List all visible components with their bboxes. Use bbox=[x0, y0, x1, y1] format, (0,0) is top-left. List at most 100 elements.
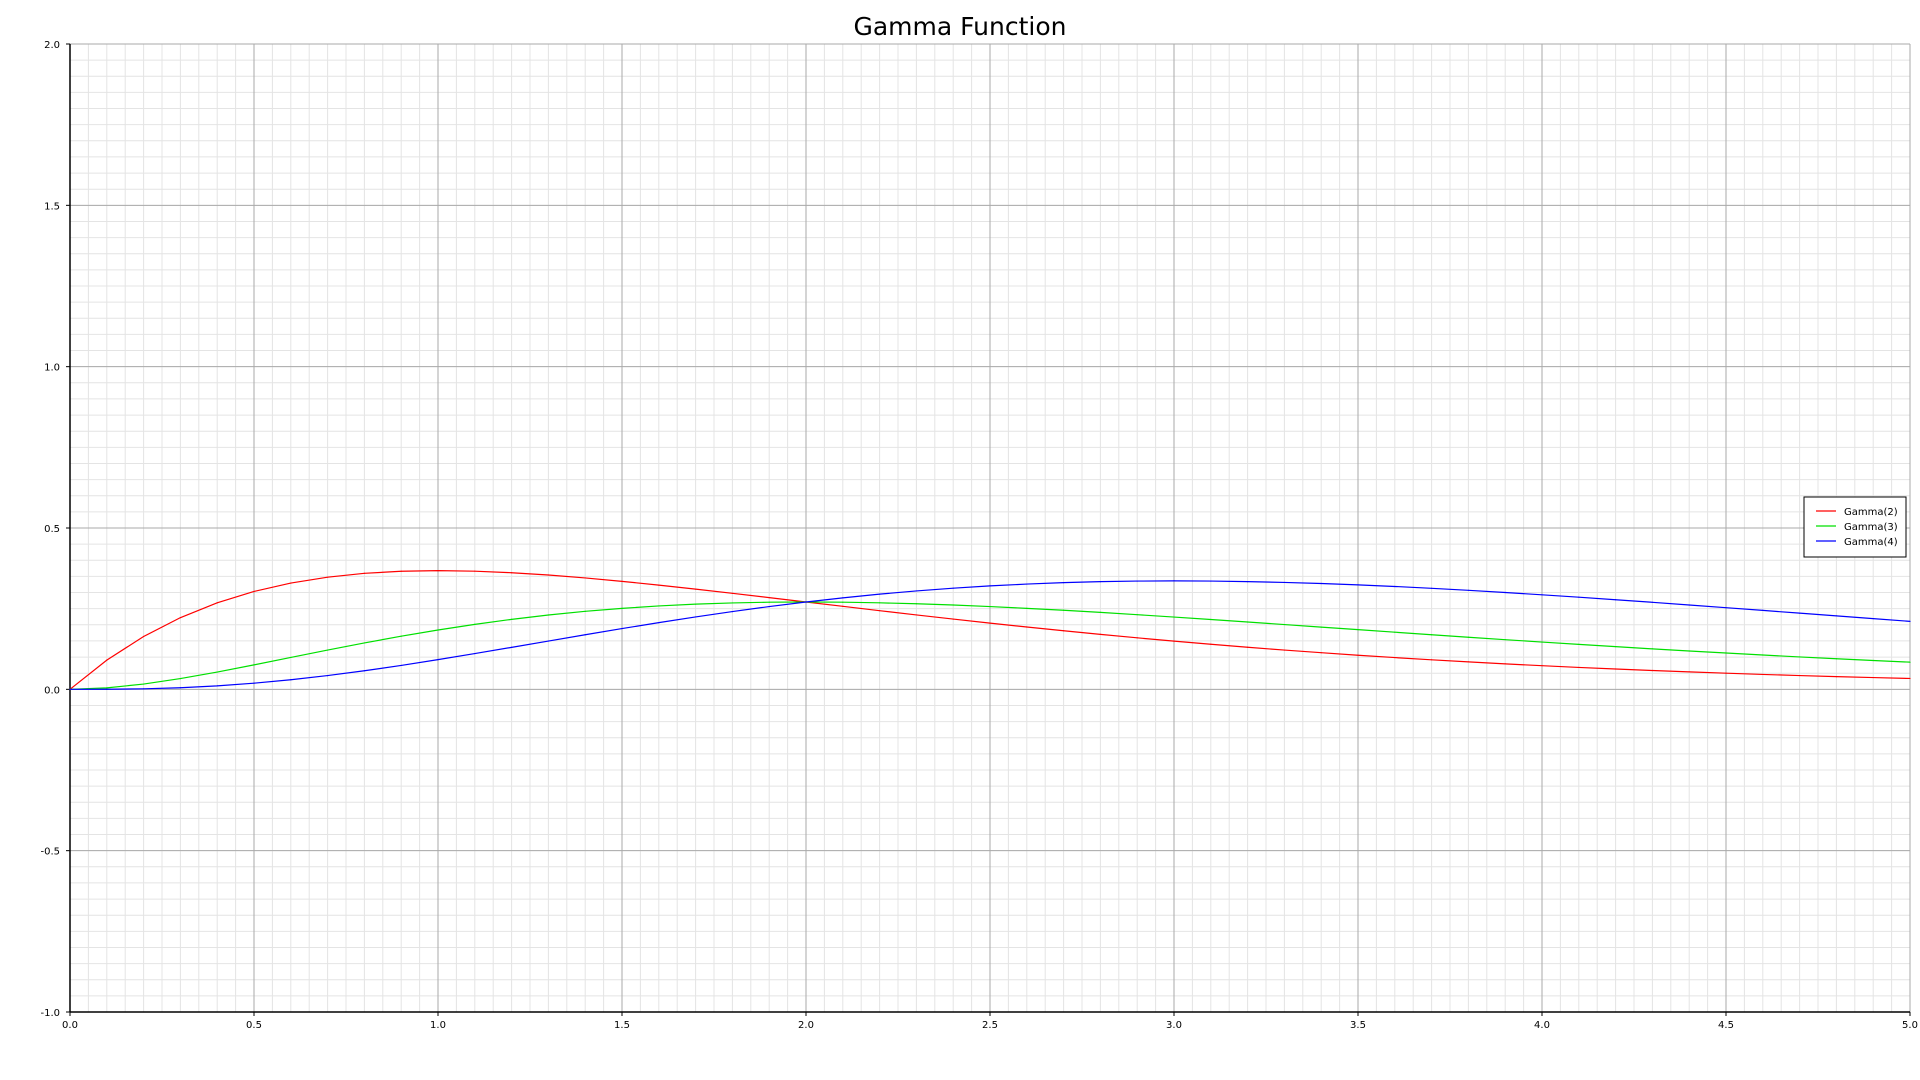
series-3-point bbox=[1651, 601, 1653, 603]
series-3-point bbox=[69, 688, 71, 690]
series-2-point bbox=[1578, 643, 1580, 645]
series-3-point bbox=[1026, 583, 1028, 585]
x-tick-labels: 0.0 0.5 1.0 1.5 2.0 2.5 3.0 3.5 4.0 4.5 5.0 bbox=[62, 1012, 1918, 1031]
series-2-point bbox=[474, 623, 476, 625]
series-3-point bbox=[695, 616, 697, 618]
series-1-point bbox=[1357, 654, 1359, 656]
x-tick-label: 2.0 bbox=[798, 1020, 814, 1031]
series-1-point bbox=[1394, 656, 1396, 659]
series-1-point bbox=[1688, 671, 1690, 673]
series-3-point bbox=[1357, 584, 1359, 586]
series-2-point bbox=[584, 610, 586, 612]
series-2-point bbox=[216, 671, 218, 673]
series-2-point bbox=[143, 683, 145, 685]
series-3-point bbox=[1688, 604, 1690, 606]
series-3-point bbox=[1283, 581, 1285, 584]
series-2-point bbox=[879, 602, 881, 604]
series-3-point bbox=[511, 646, 513, 648]
series-1-point bbox=[1431, 659, 1433, 661]
series-1-point bbox=[474, 570, 476, 572]
series-1-point bbox=[1173, 640, 1175, 642]
x-tick-label: 2.5 bbox=[982, 1020, 998, 1031]
series-3-point bbox=[621, 627, 623, 630]
series-1-point bbox=[842, 605, 844, 607]
series-1-point bbox=[1835, 675, 1837, 678]
series-2-point bbox=[695, 603, 697, 605]
series-2-point bbox=[1320, 626, 1322, 628]
series-1-point bbox=[1063, 630, 1065, 632]
series-3-point bbox=[1099, 581, 1101, 583]
series-3-point bbox=[474, 652, 476, 655]
series-2-point bbox=[437, 629, 439, 631]
series-1-point bbox=[1136, 637, 1138, 639]
series-3-point bbox=[547, 640, 550, 642]
legend-label-1: Gamma(2) bbox=[1844, 507, 1898, 518]
series-2-point bbox=[1725, 652, 1727, 654]
series-3-point bbox=[216, 685, 218, 687]
series-1-point bbox=[1283, 649, 1285, 651]
series-2-point bbox=[327, 649, 329, 651]
x-tick-label: 4.5 bbox=[1718, 1020, 1734, 1031]
series-1-point bbox=[621, 580, 623, 582]
series-2-point bbox=[547, 614, 550, 616]
series-1-point bbox=[1320, 652, 1322, 654]
grid-major bbox=[69, 43, 1911, 1013]
series-1-point bbox=[511, 572, 513, 574]
series-3-point bbox=[437, 659, 439, 661]
series-3-point bbox=[1835, 615, 1837, 617]
series-2-point bbox=[1835, 658, 1837, 660]
series-3-point bbox=[400, 664, 402, 667]
series-1-point bbox=[216, 602, 218, 604]
series-3-point bbox=[1320, 582, 1322, 585]
series-2-point bbox=[400, 635, 402, 637]
x-tick-label: 0.5 bbox=[246, 1020, 262, 1031]
series-1-point bbox=[143, 635, 145, 638]
series-3-point bbox=[1504, 591, 1506, 594]
series-1-point bbox=[952, 618, 954, 620]
series-1-point bbox=[1909, 677, 1911, 680]
series-2-point bbox=[1283, 623, 1285, 626]
legend: Gamma(2) Gamma(3) Gamma(4) bbox=[1803, 496, 1907, 558]
series-2-point bbox=[1247, 621, 1249, 623]
series-2-point bbox=[1651, 648, 1653, 650]
series-3-point bbox=[1210, 580, 1212, 582]
x-tick-label: 1.5 bbox=[614, 1020, 630, 1031]
series-2-point bbox=[658, 605, 660, 607]
series-3-point bbox=[1541, 594, 1543, 596]
series-1-point bbox=[327, 576, 329, 578]
series-3-point bbox=[179, 687, 181, 689]
series-1-point bbox=[1099, 633, 1101, 635]
series-3-point bbox=[768, 605, 770, 608]
series-2-point bbox=[1909, 661, 1911, 663]
series-1-point bbox=[437, 570, 439, 572]
series-1-point bbox=[1247, 646, 1249, 648]
series-3-point bbox=[1467, 589, 1469, 591]
y-tick-label: 0.0 bbox=[44, 685, 60, 696]
series-1-point bbox=[1615, 668, 1617, 670]
series-3-point bbox=[584, 634, 586, 636]
series-1-point bbox=[1651, 669, 1653, 672]
series-1-point bbox=[989, 622, 991, 624]
series-3-point bbox=[952, 587, 954, 589]
y-tick-label: 2.0 bbox=[44, 40, 60, 51]
series-1-point bbox=[1872, 676, 1874, 679]
x-tick-label: 0.0 bbox=[62, 1020, 78, 1031]
series-1-point bbox=[584, 577, 586, 579]
series-2-point bbox=[1431, 634, 1433, 636]
series-1-point bbox=[658, 584, 660, 586]
y-tick-label: 0.5 bbox=[44, 524, 60, 535]
series-3-point bbox=[253, 682, 255, 684]
series-2-point bbox=[1467, 636, 1469, 638]
series-2-point bbox=[511, 618, 513, 620]
series-1-point bbox=[1504, 663, 1506, 665]
series-2-point bbox=[731, 602, 734, 604]
y-tick-label: -0.5 bbox=[40, 847, 60, 858]
series-3-point bbox=[327, 674, 329, 677]
legend-label-2: Gamma(3) bbox=[1844, 522, 1898, 533]
y-tick-labels: -1.0 -0.5 0.0 0.5 1.0 1.5 2.0 bbox=[40, 40, 70, 1019]
series-2-point bbox=[363, 642, 365, 644]
series-2-point bbox=[1210, 618, 1212, 621]
series-1-point bbox=[106, 659, 108, 661]
series-1-point bbox=[879, 610, 881, 612]
series-1-point bbox=[363, 572, 365, 574]
